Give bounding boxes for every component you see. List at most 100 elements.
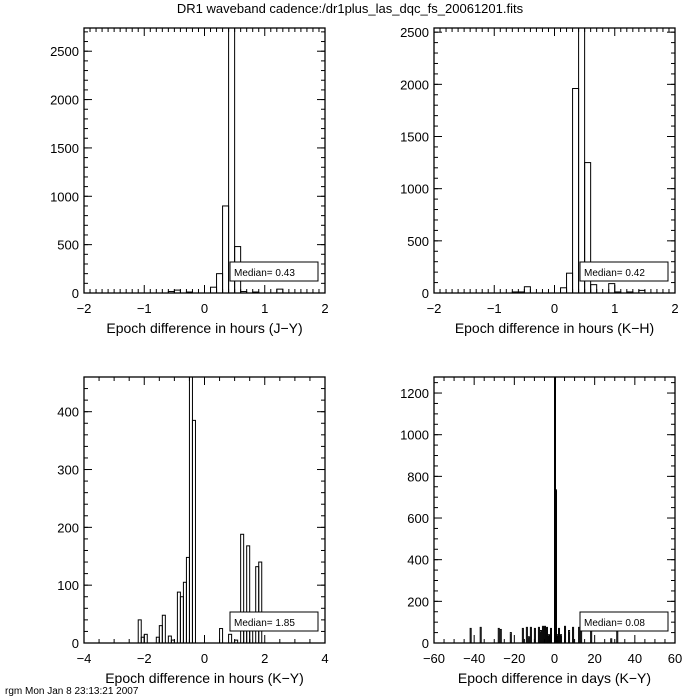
y-tick-label: 0 [422, 636, 429, 651]
x-tick-label: 1 [611, 301, 618, 316]
x-tick-label: 0 [551, 301, 558, 316]
histogram-bar [469, 627, 472, 643]
panel-2: −2 −1 0 1 2 0 500 1000 1500 2000 2500 Epoch differe… [400, 25, 679, 336]
histogram [469, 377, 619, 643]
y-tick-label: 100 [57, 578, 79, 593]
histogram-bar [222, 205, 230, 293]
histogram-bar [572, 88, 580, 293]
histogram-bar [560, 287, 568, 293]
median-annotation: Median= 0.08 [584, 618, 645, 629]
y-tick-label: 1200 [400, 386, 429, 401]
histogram-bar [228, 28, 236, 293]
histogram-bar [547, 634, 550, 643]
y-tick-label: 1000 [400, 182, 429, 197]
histogram-bar [527, 636, 530, 643]
y-tick-label: 1500 [50, 141, 79, 156]
x-tick-label: 0 [201, 651, 208, 666]
x-tick-label: −1 [487, 301, 502, 316]
x-tick-label: −1 [137, 301, 152, 316]
histogram-bar [560, 634, 563, 643]
panel-4: −60 −40 −20 0 20 40 60020040060080010001200Epo… [400, 376, 682, 686]
x-tick-label: −20 [503, 651, 525, 666]
histogram-bar [210, 286, 218, 293]
histogram-bar [246, 545, 251, 643]
histogram-bar [499, 628, 502, 643]
x-tick-label: −2 [427, 301, 442, 316]
histogram [167, 28, 284, 293]
x-tick-label: −60 [423, 651, 445, 666]
median-box [229, 261, 319, 282]
median-annotation: Median= 0.42 [584, 268, 645, 279]
x-tick-label: 0 [201, 301, 208, 316]
histogram-bar [525, 626, 528, 643]
y-tick-label: 0 [72, 286, 79, 301]
histogram-bar [137, 619, 142, 643]
y-tick-label: 1500 [400, 130, 429, 145]
panel-1: −2 −1 0 1 2 0 500 1000 1500 2000 2500 Epoch differe… [50, 27, 329, 336]
plot-frame [433, 27, 676, 294]
y-tick-label: 0 [72, 636, 79, 651]
x-tick-label: −4 [77, 651, 92, 666]
plot-frame [83, 376, 326, 644]
y-tick-label: 200 [407, 594, 429, 609]
x-axis-label: Epoch difference in hours (J−Y) [106, 320, 302, 336]
y-tick-label: 2500 [400, 25, 429, 40]
histogram-bar [590, 630, 593, 643]
histogram-bar [549, 627, 552, 643]
histogram [137, 377, 263, 643]
histogram-bar [479, 626, 482, 643]
x-tick-label: −40 [463, 651, 485, 666]
histogram-bar [541, 625, 544, 643]
x-tick-label: 0 [551, 651, 558, 666]
histogram-bar [556, 634, 559, 643]
median-annotation: Median= 0.43 [234, 268, 295, 279]
y-tick-label: 500 [407, 234, 429, 249]
figure-title: DR1 waveband cadence:/dr1plus_las_dqc_fs… [177, 1, 524, 16]
histogram-bar [539, 630, 542, 643]
x-axis-label: Epoch difference in hours (K−Y) [105, 670, 304, 686]
x-tick-label: 2 [261, 651, 268, 666]
histogram-bar [216, 273, 224, 293]
histogram-bar [584, 162, 592, 293]
histogram-bar [608, 283, 616, 293]
footer-timestamp: rgm Mon Jan 8 23:13:21 2007 [5, 686, 139, 697]
histogram-bar [545, 626, 548, 643]
histogram-bar [529, 626, 532, 643]
median-box [579, 261, 669, 282]
x-axis-label: Epoch difference in days (K−Y) [458, 670, 651, 686]
y-tick-label: 1000 [50, 189, 79, 204]
y-tick-label: 2000 [400, 77, 429, 92]
histogram-bar [537, 626, 540, 643]
histogram-bar [523, 286, 531, 293]
median-box [229, 611, 319, 632]
x-tick-label: 40 [628, 651, 642, 666]
y-tick-label: 500 [57, 238, 79, 253]
y-tick-label: 300 [57, 463, 79, 478]
x-tick-label: −2 [137, 651, 152, 666]
histogram-bar [555, 489, 558, 643]
y-tick-label: 2500 [50, 44, 79, 59]
x-tick-label: 2 [671, 301, 678, 316]
y-tick-label: 800 [407, 469, 429, 484]
histogram-bar [572, 626, 575, 643]
y-tick-label: 0 [422, 286, 429, 301]
y-tick-label: 1000 [400, 428, 429, 443]
histogram-bar [566, 272, 574, 293]
histogram-bar [521, 627, 524, 643]
histogram-bar [558, 627, 561, 643]
histogram-bar [509, 632, 512, 643]
x-tick-label: 2 [321, 301, 328, 316]
histogram-bar [497, 627, 500, 643]
panel-3: −4 −2 0 2 4 0 100 200 300 400 Epoch difference in … [57, 376, 329, 686]
y-tick-label: 200 [57, 520, 79, 535]
y-tick-label: 400 [57, 405, 79, 420]
y-tick-label: 400 [407, 553, 429, 568]
histogram-bar [228, 633, 233, 643]
x-axis-label: Epoch difference in hours (K−H) [455, 320, 654, 336]
plot-frame [83, 27, 326, 294]
histogram-bar [161, 614, 166, 643]
x-tick-label: 4 [321, 651, 328, 666]
x-tick-label: 60 [668, 651, 682, 666]
histogram-bar [578, 626, 581, 643]
